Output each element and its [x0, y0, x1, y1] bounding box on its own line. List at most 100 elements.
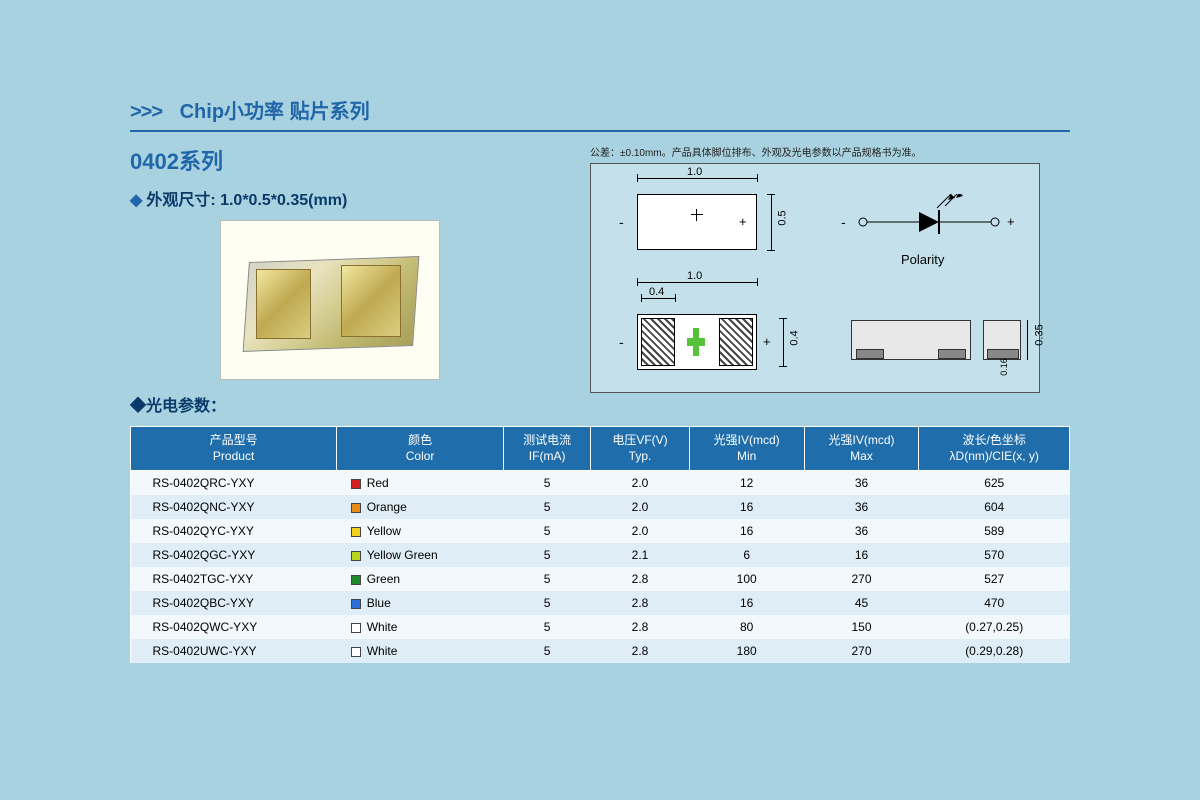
wavelength-cell: 527 — [919, 567, 1070, 591]
table-row: RS-0402QGC-YXYYellow Green52.1616570 — [131, 543, 1070, 567]
wavelength-cell: (0.27,0.25) — [919, 615, 1070, 639]
color-cell: Orange — [337, 495, 504, 519]
table-header: 产品型号Product颜色Color测试电流IF(mA)电压VF(V)Typ.光… — [131, 427, 1070, 471]
title-arrows-icon: >>> — [130, 101, 162, 123]
chip-pad-left — [256, 269, 311, 339]
ivmin-cell: 12 — [689, 471, 804, 496]
ivmax-cell: 270 — [804, 567, 919, 591]
left-column: 0402系列 ◆外观尺寸: 1.0*0.5*0.35(mm) ◆光电参数： — [130, 144, 570, 416]
bottom-pad-left — [641, 318, 675, 366]
table-header-cell: 测试电流IF(mA) — [503, 427, 590, 471]
vf-cell: 2.8 — [591, 567, 690, 591]
color-swatch-icon — [351, 647, 361, 657]
product-cell: RS-0402QGC-YXY — [131, 543, 337, 567]
dim-pad-w: 0.4 — [649, 286, 664, 298]
bot-minus: - — [619, 334, 624, 350]
vf-cell: 2.8 — [591, 639, 690, 663]
chip-pad-right — [341, 265, 401, 337]
right-column: 公差：±0.10mm。产品具体脚位排布、外观及光电参数以产品规格书为准。 1.0… — [590, 144, 1070, 416]
color-swatch-icon — [351, 551, 361, 561]
table-header-cell: 电压VF(V)Typ. — [591, 427, 690, 471]
ivmin-cell: 100 — [689, 567, 804, 591]
bottom-pad-right — [719, 318, 753, 366]
tolerance-note: 公差：±0.10mm。产品具体脚位排布、外观及光电参数以产品规格书为准。 — [590, 144, 1070, 159]
vf-cell: 2.0 — [591, 519, 690, 543]
vf-cell: 2.1 — [591, 543, 690, 567]
color-swatch-icon — [351, 503, 361, 513]
color-swatch-icon — [351, 599, 361, 609]
table-row: RS-0402TGC-YXYGreen52.8100270527 — [131, 567, 1070, 591]
dim-side-h: 0.35 — [1034, 324, 1046, 345]
dimensions-text: 外观尺寸: 1.0*0.5*0.35(mm) — [146, 192, 347, 209]
product-cell: RS-0402QNC-YXY — [131, 495, 337, 519]
wavelength-cell: 470 — [919, 591, 1070, 615]
polarity-label: Polarity — [901, 252, 944, 267]
vf-cell: 2.0 — [591, 495, 690, 519]
side-view-1 — [851, 320, 971, 360]
dim-line-top-w — [637, 178, 757, 179]
ivmax-cell: 36 — [804, 471, 919, 496]
top-plus: + — [739, 214, 747, 229]
side-view-2 — [983, 320, 1021, 360]
ivmin-cell: 16 — [689, 519, 804, 543]
dim-pad-h: 0.4 — [789, 330, 801, 345]
bot-plus: + — [763, 334, 771, 349]
color-cell: Yellow — [337, 519, 504, 543]
if-cell: 5 — [503, 567, 590, 591]
if-cell: 5 — [503, 543, 590, 567]
diamond-icon: ◆ — [130, 398, 146, 415]
page-title: >>> Chip小功率 贴片系列 — [130, 95, 1070, 132]
product-cell: RS-0402TGC-YXY — [131, 567, 337, 591]
wavelength-cell: 604 — [919, 495, 1070, 519]
product-cell: RS-0402QYC-YXY — [131, 519, 337, 543]
table-row: RS-0402QBC-YXYBlue52.81645470 — [131, 591, 1070, 615]
if-cell: 5 — [503, 639, 590, 663]
ivmin-cell: 6 — [689, 543, 804, 567]
ivmax-cell: 16 — [804, 543, 919, 567]
product-photo — [220, 220, 440, 380]
wavelength-cell: (0.29,0.28) — [919, 639, 1070, 663]
ivmin-cell: 180 — [689, 639, 804, 663]
ivmax-cell: 36 — [804, 495, 919, 519]
product-cell: RS-0402UWC-YXY — [131, 639, 337, 663]
if-cell: 5 — [503, 495, 590, 519]
if-cell: 5 — [503, 615, 590, 639]
table-header-cell: 光强IV(mcd)Min — [689, 427, 804, 471]
ivmin-cell: 16 — [689, 495, 804, 519]
color-cell: Green — [337, 567, 504, 591]
vf-cell: 2.0 — [591, 471, 690, 496]
table-header-cell: 光强IV(mcd)Max — [804, 427, 919, 471]
color-cell: White — [337, 615, 504, 639]
dim-bot-w: 1.0 — [687, 270, 702, 282]
color-swatch-icon — [351, 527, 361, 537]
cathode-mark-icon — [687, 328, 705, 356]
table-row: RS-0402QWC-YXYWhite52.880150(0.27,0.25) — [131, 615, 1070, 639]
color-cell: Red — [337, 471, 504, 496]
wavelength-cell: 589 — [919, 519, 1070, 543]
color-cell: Yellow Green — [337, 543, 504, 567]
dim-top-h: 0.5 — [777, 210, 789, 225]
vf-cell: 2.8 — [591, 591, 690, 615]
table-body: RS-0402QRC-YXYRed52.01236625RS-0402QNC-Y… — [131, 471, 1070, 664]
polarity-plus: + — [1007, 214, 1015, 229]
color-cell: Blue — [337, 591, 504, 615]
wavelength-cell: 570 — [919, 543, 1070, 567]
table-row: RS-0402QYC-YXYYellow52.01636589 — [131, 519, 1070, 543]
table-row: RS-0402QRC-YXYRed52.01236625 — [131, 471, 1070, 496]
ivmax-cell: 36 — [804, 519, 919, 543]
if-cell: 5 — [503, 471, 590, 496]
table-header-cell: 颜色Color — [337, 427, 504, 471]
top-section: 0402系列 ◆外观尺寸: 1.0*0.5*0.35(mm) ◆光电参数： 公差… — [130, 144, 1070, 416]
table-header-cell: 产品型号Product — [131, 427, 337, 471]
params-text: 光电参数： — [146, 398, 226, 415]
product-cell: RS-0402QWC-YXY — [131, 615, 337, 639]
dimensions-label: ◆外观尺寸: 1.0*0.5*0.35(mm) — [130, 186, 570, 210]
series-title: 0402系列 — [130, 144, 570, 176]
ivmax-cell: 270 — [804, 639, 919, 663]
ivmax-cell: 45 — [804, 591, 919, 615]
spec-table: 产品型号Product颜色Color测试电流IF(mA)电压VF(V)Typ.光… — [130, 426, 1070, 663]
dim-line-top-h — [771, 194, 772, 250]
color-swatch-icon — [351, 479, 361, 489]
color-swatch-icon — [351, 575, 361, 585]
product-cell: RS-0402QRC-YXY — [131, 471, 337, 496]
